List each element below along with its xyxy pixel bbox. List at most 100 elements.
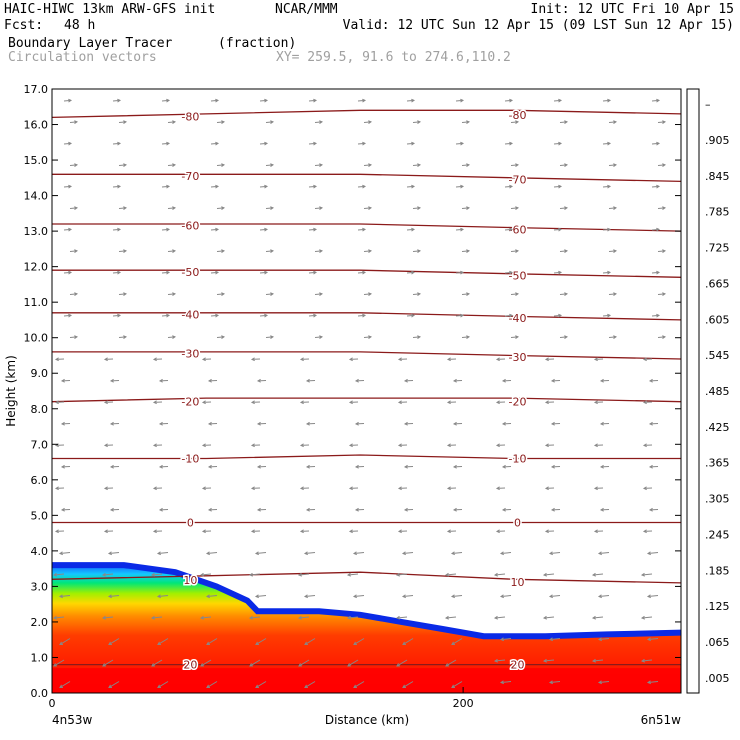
circulation-vector (353, 681, 365, 688)
circulation-vector (314, 207, 323, 209)
circulation-vector (298, 573, 310, 576)
circulation-vector-head (548, 680, 553, 685)
circulation-vector-head (172, 335, 177, 340)
circulation-vector (157, 638, 169, 645)
circulation-vector (102, 659, 114, 667)
circulation-vector (455, 142, 464, 145)
circulation-vector-head (401, 594, 406, 599)
circulation-vector (161, 314, 170, 317)
circulation-vector-head (313, 98, 318, 103)
circulation-vector-head (299, 357, 304, 362)
circulation-vector (118, 207, 127, 209)
circulation-vector-head (642, 400, 647, 405)
circulation-vector-head (640, 572, 645, 577)
colorbar-label: .305 (705, 493, 730, 506)
circulation-vector-head (564, 163, 569, 168)
circulation-vector-head (250, 357, 255, 362)
circulation-vector-head (403, 421, 408, 426)
circulation-vector-head (460, 98, 465, 103)
circulation-vector-head (542, 572, 547, 577)
y-tick-label: 3.0 (31, 580, 49, 593)
circulation-vector-head (109, 421, 114, 426)
y-tick-label: 9.0 (31, 367, 49, 380)
circulation-vector (657, 121, 666, 123)
temperature-contour-line (52, 223, 681, 232)
circulation-vector-head (313, 141, 318, 146)
circulation-vector (69, 293, 78, 295)
circulation-vector (592, 659, 604, 662)
y-tick-label: 6.0 (31, 474, 49, 487)
circulation-vector-head (362, 270, 367, 275)
circulation-vector (647, 681, 659, 683)
circulation-vector (108, 552, 120, 554)
circulation-vector (265, 250, 274, 252)
circulation-vector-head (466, 292, 471, 297)
circulation-vector-head (460, 227, 465, 232)
circulation-vector-head (607, 184, 612, 189)
y-tick-label: 17.0 (24, 83, 49, 96)
circulation-vector-head (397, 443, 402, 448)
circulation-vector (308, 271, 317, 274)
circulation-vector (406, 271, 415, 274)
circulation-vector (657, 207, 666, 209)
circulation-vector (608, 207, 617, 209)
circulation-vector (363, 121, 372, 123)
circulation-vector (363, 207, 372, 209)
circulation-vector-head (446, 486, 451, 491)
circulation-vector (363, 293, 372, 295)
circulation-vector-head (68, 270, 73, 275)
circulation-vector-head (348, 443, 353, 448)
circulation-vector-head (108, 641, 113, 646)
circulation-vector-head (444, 572, 449, 577)
circulation-vector-head (117, 227, 122, 232)
circulation-vector-head (346, 615, 351, 620)
circulation-vector-head (60, 421, 65, 426)
colorbar-label: .545 (705, 349, 730, 362)
circulation-vector-head (396, 663, 401, 667)
circulation-vector-head (299, 443, 304, 448)
circulation-vector-head (172, 249, 177, 254)
circulation-vector (510, 121, 519, 123)
circulation-vector-head (548, 594, 553, 599)
circulation-vector (112, 228, 121, 231)
temperature-contour-line (52, 454, 681, 460)
circulation-vector-head (254, 594, 259, 599)
circulation-vector-head (303, 594, 308, 599)
circulation-vector-head (499, 594, 504, 599)
circulation-vector-head (256, 507, 261, 512)
circulation-vector-head (68, 227, 73, 232)
circulation-vector-head (305, 378, 310, 383)
circulation-vector (216, 293, 225, 295)
circulation-vector-head (206, 641, 211, 646)
circulation-vector-head (395, 572, 400, 577)
circulation-vector (118, 250, 127, 252)
circulation-vector-head (662, 249, 667, 254)
circulation-vector (559, 293, 568, 295)
circulation-vector (396, 616, 408, 619)
circulation-vector-head (158, 378, 163, 383)
circulation-vector (53, 659, 65, 667)
temperature-contour-label: -80 (181, 111, 199, 124)
fcst-value: 48 h (64, 18, 96, 33)
circulation-vector-head (451, 641, 456, 646)
circulation-vector-head (172, 206, 177, 211)
circulation-vector-head (152, 400, 157, 405)
circulation-vector-head (201, 529, 206, 534)
circulation-vector-head (199, 572, 204, 577)
circulation-vector (102, 616, 114, 619)
circulation-vector (402, 552, 414, 554)
circulation-vector-head (166, 227, 171, 232)
colorbar-label: .905 (705, 134, 730, 147)
circulation-vector-head (509, 227, 514, 232)
circulation-vector-head (58, 594, 63, 599)
temperature-contour-line (52, 571, 681, 584)
circulation-vector-head (460, 141, 465, 146)
circulation-vector-head (452, 507, 457, 512)
circulation-vector (259, 271, 268, 274)
circulation-vector (657, 250, 666, 252)
circulation-vector (494, 659, 506, 662)
temperature-contour-line (52, 351, 681, 360)
circulation-vector-head (368, 163, 373, 168)
circulation-vector-head (264, 270, 269, 275)
circulation-vector-head (123, 163, 128, 168)
